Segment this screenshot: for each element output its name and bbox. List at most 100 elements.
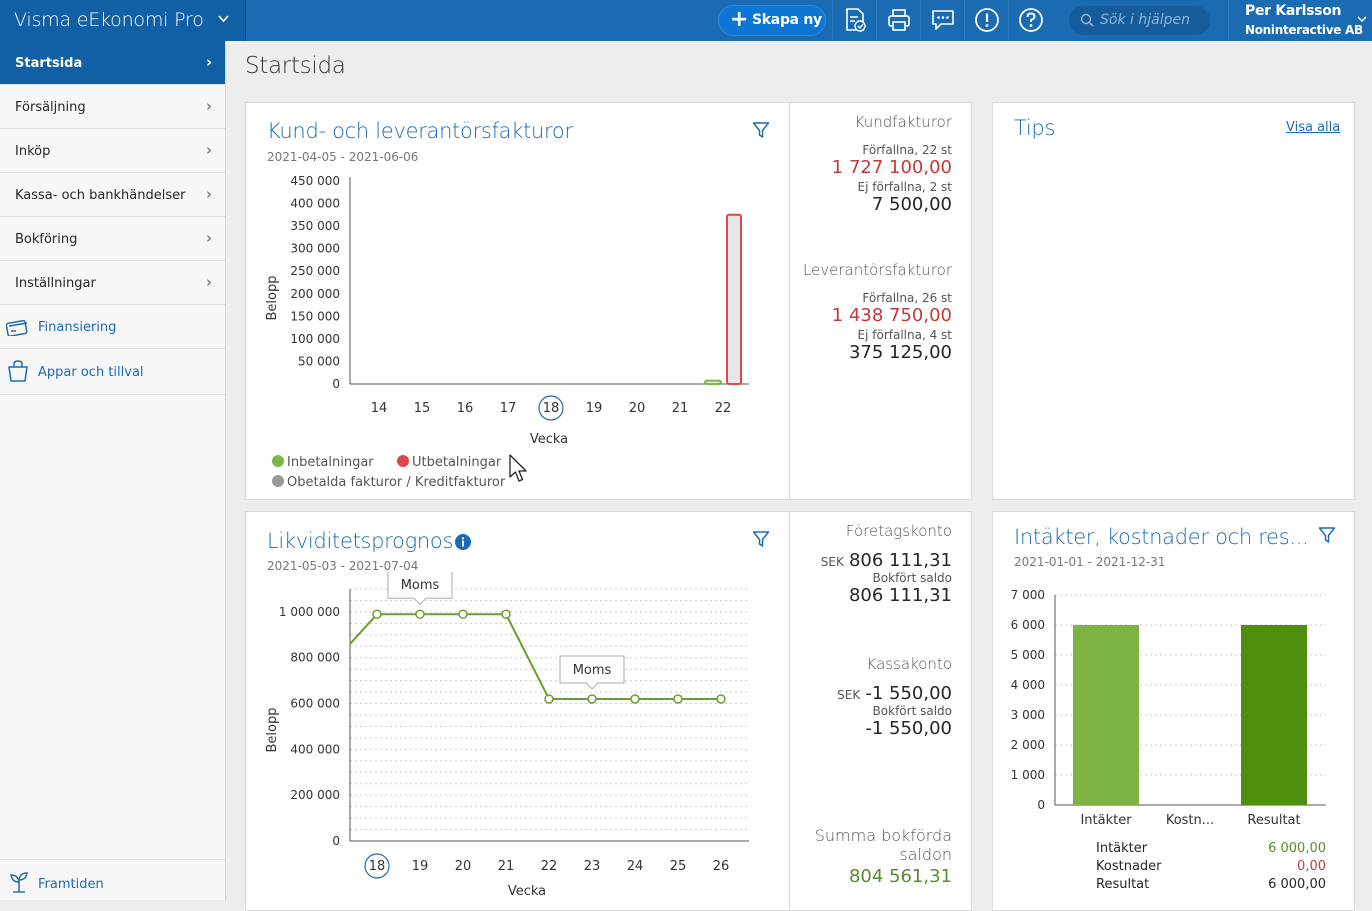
user-name: Per Karlsson: [1245, 3, 1342, 19]
table-row: Kostnader 0,00: [1096, 859, 1326, 877]
supplier-invoices-heading: Leverantörsfakturor: [802, 261, 952, 279]
x-tick-label: Kostn...: [1166, 813, 1214, 828]
y-tick-label: 4 000: [1011, 678, 1045, 692]
liquidity-chart-card: Likviditetsprognos 2021-05-03 - 2021-07-…: [245, 511, 790, 911]
x-tick-label: 23: [584, 859, 601, 874]
currency-label: SEK: [837, 688, 861, 702]
customer-invoices-block[interactable]: Kundfakturor Förfallna, 22 st 1 727 100,…: [832, 113, 952, 215]
sidebar-item-label: Inköp: [15, 144, 51, 159]
supplier-overdue-value: 1 438 750,00: [831, 305, 952, 326]
filter-icon[interactable]: [752, 530, 770, 552]
y-tick-label: 300 000: [290, 242, 340, 256]
print-icon[interactable]: [876, 0, 920, 41]
total-balance-block: Summa bokförda saldon 804 561,31: [815, 826, 952, 887]
table-row: Intäkter 6 000,00: [1096, 841, 1326, 859]
y-tick-label: 0: [332, 377, 340, 391]
show-all-link[interactable]: Visa alla: [1286, 120, 1341, 135]
legend-item-out[interactable]: Utbetalningar: [397, 455, 501, 470]
data-point: [544, 694, 554, 704]
chat-icon[interactable]: [920, 0, 964, 41]
invoices-summary-panel: Kundfakturor Förfallna, 22 st 1 727 100,…: [789, 102, 972, 500]
customer-overdue-label: Förfallna, 22 st: [862, 143, 952, 157]
bar-resultat: [1241, 625, 1307, 805]
legend-item-unpaid[interactable]: Obetalda fakturor / Kreditfakturor: [272, 475, 505, 490]
app-switcher[interactable]: Visma eEkonomi Pro: [0, 0, 246, 41]
document-upload-icon[interactable]: [832, 0, 876, 41]
customer-not-due-label: Ej förfallna, 2 st: [857, 180, 952, 194]
help-search-input[interactable]: Sök i hjälpen: [1069, 6, 1210, 35]
sidebar-link-label: Finansiering: [38, 320, 117, 335]
x-axis-label: Vecka: [530, 432, 568, 447]
sidebar-item-forsaljning[interactable]: Försäljning ›: [0, 85, 225, 129]
sidebar-item-bokforing[interactable]: Bokföring ›: [0, 217, 225, 261]
x-tick-label: 16: [457, 401, 474, 416]
search-placeholder: Sök i hjälpen: [1100, 12, 1190, 28]
supplier-invoices-block[interactable]: Leverantörsfakturor Förfallna, 26 st 1 4…: [803, 261, 952, 363]
bar-intakter: [1073, 625, 1139, 805]
card-title[interactable]: Intäkter, kostnader och res...: [1014, 525, 1309, 549]
y-tick-label: 3 000: [1011, 708, 1045, 722]
card-period: 2021-05-03 - 2021-07-04: [267, 559, 419, 573]
x-tick-label: 22: [541, 859, 558, 874]
legend-dot: [272, 475, 284, 487]
sidebar-link-appar[interactable]: Appar och tillval: [0, 349, 225, 395]
invoices-chart-card: Kund- och leverantörsfakturor 2021-04-05…: [245, 102, 790, 500]
page-title: Startsida: [245, 53, 346, 79]
sidebar-link-framtiden[interactable]: Framtiden: [0, 859, 225, 900]
y-tick-label: 1 000: [1011, 768, 1045, 782]
x-tick-label: 18: [543, 401, 560, 416]
sidebar-item-label: Bokföring: [15, 232, 78, 247]
booked-balance-label: Bokfört saldo: [872, 571, 952, 585]
cash-account-heading: Kassakonto: [866, 655, 952, 673]
info-icon[interactable]: [455, 534, 471, 554]
current-week-marker: [364, 853, 390, 879]
y-tick-label: 400 000: [290, 742, 340, 756]
sidebar-item-installningar[interactable]: Inställningar ›: [0, 261, 225, 305]
y-tick-label: 7 000: [1011, 588, 1045, 602]
y-axis-label: Belopp: [265, 708, 280, 753]
chevron-down-icon: [218, 13, 229, 26]
accounts-summary-panel: Företagskonto SEK 806 111,31 Bokfört sal…: [789, 511, 972, 911]
sidebar-link-finansiering[interactable]: Finansiering: [0, 305, 225, 349]
app-title: Visma eEkonomi Pro: [14, 9, 204, 31]
booked-balance-label: Bokfört saldo: [872, 704, 952, 718]
x-tick-label: 26: [713, 859, 730, 874]
sidebar: Startsida › Försäljning › Inköp › Kassa-…: [0, 41, 226, 900]
sidebar-item-label: Inställningar: [15, 276, 96, 291]
card-title[interactable]: Likviditetsprognos: [267, 529, 454, 553]
alert-icon[interactable]: [964, 0, 1008, 41]
annotation-label: Moms: [573, 663, 612, 678]
customer-not-due-value: 7 500,00: [871, 194, 952, 215]
supplier-overdue-label: Förfallna, 26 st: [862, 291, 952, 305]
x-tick-label: 20: [629, 401, 646, 416]
y-tick-label: 0: [332, 834, 340, 848]
sidebar-item-kassa-bank[interactable]: Kassa- och bankhändelser ›: [0, 173, 225, 217]
total-heading-line2: saldon: [899, 845, 952, 864]
card-title[interactable]: Kund- och leverantörsfakturor: [267, 119, 573, 143]
x-tick-label: 18: [369, 859, 386, 874]
x-tick-label: 20: [455, 859, 472, 874]
supplier-not-due-label: Ej förfallna, 4 st: [857, 328, 952, 342]
data-point: [372, 609, 382, 619]
booked-balance-value: 806 111,31: [848, 585, 952, 606]
filter-icon[interactable]: [1318, 526, 1336, 548]
help-icon[interactable]: [1008, 0, 1052, 41]
row-label: Kostnader: [1096, 859, 1162, 874]
filter-icon[interactable]: [752, 121, 770, 143]
row-label: Intäkter: [1096, 841, 1148, 856]
invoices-bar-chart: 450 000 400 000 350 000 300 000 250 000 200 0…: [265, 174, 749, 447]
legend-item-in[interactable]: Inbetalningar: [272, 455, 374, 470]
total-value: 804 561,31: [848, 866, 952, 887]
sidebar-item-startsida[interactable]: Startsida ›: [0, 41, 225, 85]
y-tick-label: 800 000: [290, 651, 340, 665]
sidebar-item-inkop[interactable]: Inköp ›: [0, 129, 225, 173]
chevron-right-icon: ›: [206, 97, 212, 115]
supplier-not-due-value: 375 125,00: [848, 342, 952, 363]
cash-account-block[interactable]: Kassakonto SEK -1 550,00 Bokfört saldo -…: [837, 655, 952, 739]
user-menu[interactable]: Per Karlsson Noninteractive AB: [1228, 0, 1372, 41]
mouse-cursor-icon: [508, 453, 530, 489]
x-tick-label: 17: [500, 401, 517, 416]
bar-utbetalningar: [726, 213, 742, 385]
create-new-button[interactable]: + Skapa ny: [718, 5, 826, 36]
company-account-block[interactable]: Företagskonto SEK 806 111,31 Bokfört sal…: [821, 522, 952, 606]
